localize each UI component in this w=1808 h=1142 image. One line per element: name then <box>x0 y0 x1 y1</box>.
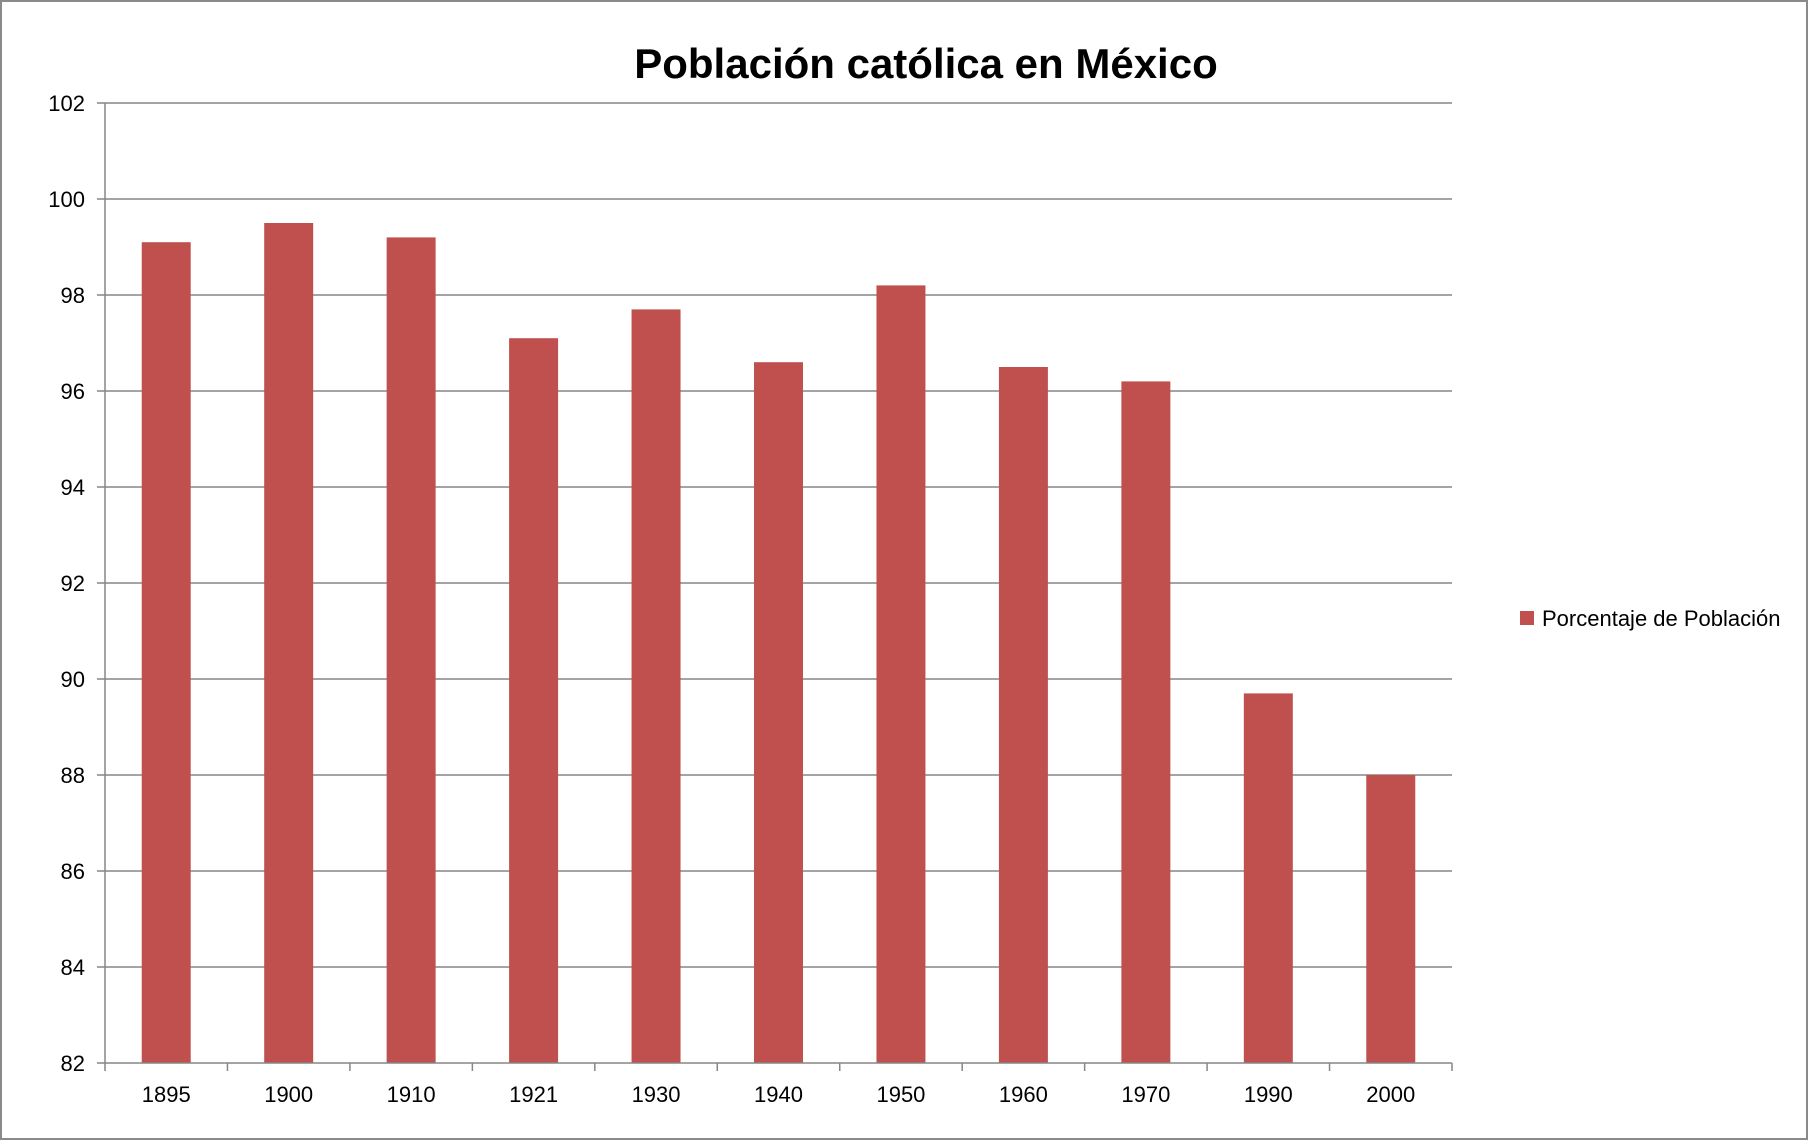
x-tick-labels: 1895 1900 1910 1921 1930 1940 1950 1960 1970 1990… <box>142 1082 1415 1107</box>
y-tick-label: 90 <box>61 667 85 692</box>
bar <box>264 223 314 1063</box>
bar <box>386 237 436 1063</box>
x-tick-label: 2000 <box>1366 1082 1415 1107</box>
x-tick-label: 1950 <box>876 1082 925 1107</box>
axes <box>97 102 1453 1071</box>
x-tick-label: 1900 <box>264 1082 313 1107</box>
y-tick-label: 98 <box>61 283 85 308</box>
bar <box>876 285 926 1063</box>
legend-label: Porcentaje de Población <box>1542 606 1781 631</box>
bar <box>1366 775 1416 1063</box>
y-tick-label: 102 <box>48 91 85 116</box>
x-tick-label: 1921 <box>509 1082 558 1107</box>
bar <box>998 367 1048 1063</box>
x-tick-label: 1960 <box>999 1082 1048 1107</box>
y-tick-label: 84 <box>61 955 85 980</box>
x-tick-label: 1970 <box>1121 1082 1170 1107</box>
y-tick-labels: 82 84 86 88 90 92 94 96 98 100 102 <box>48 91 85 1076</box>
bars <box>141 223 1416 1063</box>
x-tick-label: 1940 <box>754 1082 803 1107</box>
y-tick-label: 86 <box>61 859 85 884</box>
x-tick-label: 1930 <box>632 1082 681 1107</box>
x-tick-label: 1910 <box>387 1082 436 1107</box>
bar <box>754 362 803 1063</box>
y-tick-label: 82 <box>61 1051 85 1076</box>
y-tick-label: 88 <box>61 763 85 788</box>
chart-title: Población católica en México <box>634 40 1218 87</box>
bar <box>631 309 681 1063</box>
y-tick-label: 94 <box>61 475 85 500</box>
x-tick-label: 1895 <box>142 1082 191 1107</box>
x-tick-label: 1990 <box>1244 1082 1293 1107</box>
bar <box>1243 693 1293 1063</box>
legend-swatch <box>1520 611 1534 625</box>
bar <box>141 242 191 1063</box>
y-tick-label: 96 <box>61 379 85 404</box>
y-tick-label: 100 <box>48 187 85 212</box>
y-tick-label: 92 <box>61 571 85 596</box>
bar <box>1121 381 1171 1063</box>
legend: Porcentaje de Población <box>1520 606 1781 631</box>
bar <box>509 338 559 1063</box>
